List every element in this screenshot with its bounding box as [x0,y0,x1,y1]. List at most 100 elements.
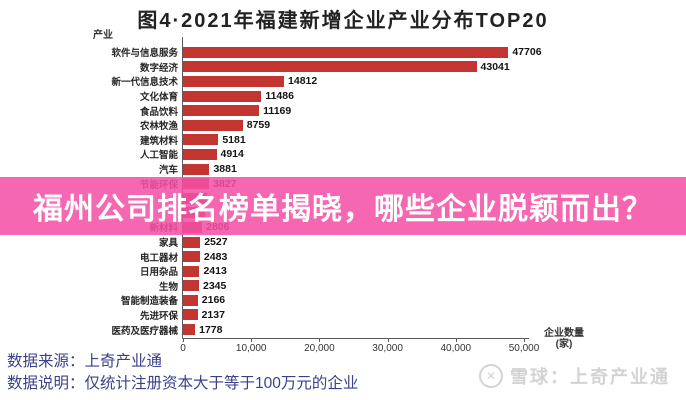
category-label: 数字经济 [139,62,178,74]
data-note-line: 数据说明：仅统计注册资本大于等于100万元的企业 [7,375,359,392]
bar-track: 2137 [183,308,663,321]
bar [183,280,199,292]
category-label: 智能制造装备 [120,296,178,308]
x-tick-mark [183,339,184,342]
bar [183,61,477,73]
x-tick-label: 10,000 [235,343,267,354]
x-axis-line [182,338,529,339]
headline-banner: 福州公司排名榜单揭晓，哪些企业脱颖而出？ [0,177,686,235]
bar-track: 2345 [183,279,663,292]
category-label: 电工器材 [139,252,178,264]
bar [183,294,198,306]
x-tick-label: 0 [180,343,186,354]
value-label: 14812 [288,75,318,88]
chart-row: 建筑材料 5181 [5,133,685,148]
bar [183,324,196,336]
bar-track: 3881 [183,163,663,176]
value-label: 2137 [201,308,225,321]
watermark: ✕ 雪球：上奇产业通 [479,363,670,389]
value-label: 1778 [199,323,223,336]
chart-row: 家具 2527 [5,235,685,250]
bar-track: 11169 [183,104,663,117]
chart-row: 智能制造装备 2166 [5,293,685,308]
data-source-line: 数据来源：上奇产业通 [7,353,163,370]
x-tick-label: 30,000 [372,343,403,354]
chart-row: 医药及医疗器械 1778 [5,322,685,337]
bar [183,163,210,175]
chart-row: 食品饮料 11169 [5,103,685,118]
bar [183,251,200,263]
x-tick-label: 50,000 [508,343,540,354]
watermark-text: 雪球：上奇产业通 [510,367,670,387]
bar [183,75,285,87]
chart-row: 农林牧渔 8759 [5,118,685,133]
value-label: 11486 [265,90,294,103]
x-tick-mark [455,339,457,342]
bar [183,236,201,248]
category-label: 新一代信息技术 [111,77,178,89]
bar-track: 8759 [183,119,663,132]
x-tick-label: 20,000 [304,343,335,354]
bar-track: 1778 [183,323,663,336]
value-label: 4914 [220,148,244,161]
category-label: 人工智能 [139,150,178,162]
chart-row: 日用杂品 2413 [5,264,685,279]
bar [183,119,243,131]
chart-row: 数字经济 43041 [5,60,685,75]
value-label: 8759 [246,119,271,132]
value-label: 5181 [222,133,246,146]
bar [183,46,509,58]
bar [183,134,219,146]
headline-text: 福州公司排名榜单揭晓，哪些企业脱颖而出？ [33,193,653,226]
bar-track: 14812 [183,75,663,88]
value-label: 2345 [202,279,227,292]
value-label: 47706 [512,46,542,59]
chart-row: 人工智能 4914 [5,147,685,162]
category-label: 软件与信息服务 [111,48,178,60]
category-label: 医药及医疗器械 [111,325,178,337]
bar [183,90,262,102]
xueqiu-logo-icon: ✕ [479,364,503,388]
chart-row: 电工器材 2483 [5,249,685,264]
bar-track: 4914 [183,148,663,161]
bar-track: 5181 [183,133,663,146]
x-tick-label: 40,000 [440,343,472,354]
x-axis-title: 企业数量 (家) [538,328,590,350]
bar [183,309,198,321]
category-label: 家具 [158,238,178,250]
value-label: 3881 [213,163,237,176]
value-label: 2166 [201,294,226,307]
chart-row: 新一代信息技术 14812 [5,74,685,89]
chart-title: 图4·2021年福建新增企业产业分布TOP20 [137,10,549,32]
chart-rows: 软件与信息服务 47706 数字经济 43041 新一代信息技术 14812 文化体育 114… [5,45,685,337]
value-label: 2527 [204,236,228,249]
category-label: 先进环保 [139,310,178,322]
value-label: 2483 [203,250,228,263]
bar [183,265,200,277]
chart-row: 汽车 3881 [5,162,685,177]
chart-row: 生物 2345 [5,279,685,294]
bar-track: 2483 [183,250,663,263]
bar-track: 2527 [183,236,663,249]
bar-track: 47706 [183,46,663,59]
category-label: 农林牧渔 [139,121,178,133]
value-label: 43041 [480,60,510,73]
category-label: 汽车 [158,165,178,177]
y-axis-title: 产业 [93,30,113,41]
x-tick-mark [387,339,389,342]
category-label: 文化体育 [139,92,178,104]
bar-track: 2413 [183,265,663,277]
category-label: 日用杂品 [139,267,178,279]
bar [183,105,260,117]
category-label: 食品饮料 [139,106,178,118]
x-tick-mark [319,339,321,342]
bar-track: 11486 [183,90,663,103]
bar-track: 43041 [183,60,663,73]
x-axis-title-line2: (家) [555,339,573,350]
value-label: 11169 [263,104,292,117]
category-label: 建筑材料 [139,135,178,147]
chart-row: 文化体育 11486 [5,89,685,104]
bar [183,148,217,160]
footer: 数据来源：上奇产业通 数据说明：仅统计注册资本大于等于100万元的企业 [7,351,358,395]
